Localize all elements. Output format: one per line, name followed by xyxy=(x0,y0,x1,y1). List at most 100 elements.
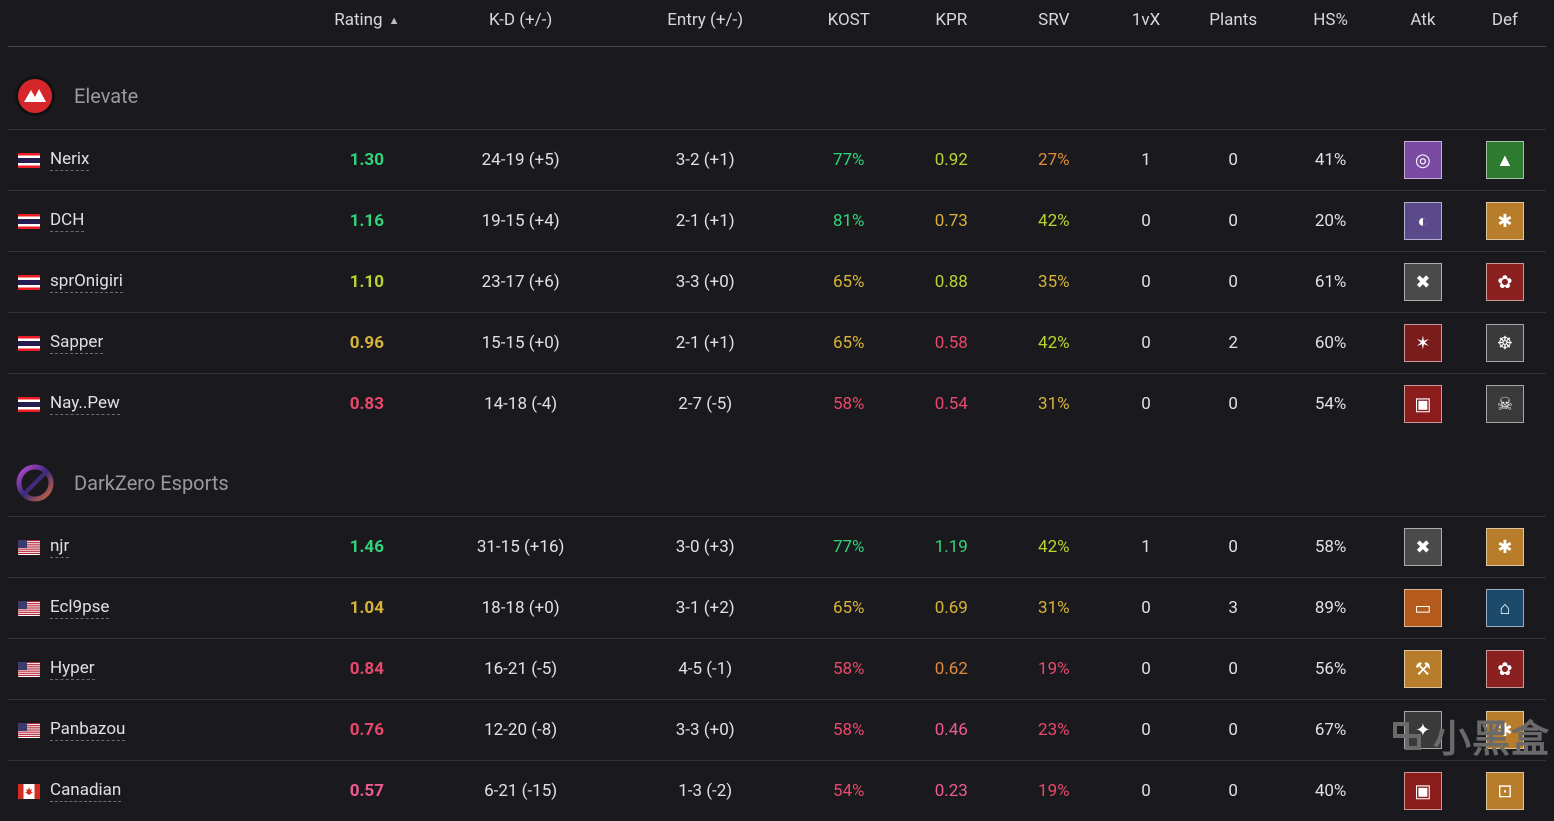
operator-def-icon[interactable]: ☠ xyxy=(1486,385,1524,423)
player-name[interactable]: Hyper xyxy=(50,658,95,680)
team-logo-icon xyxy=(14,75,56,117)
operator-atk-icon[interactable]: ⚒ xyxy=(1404,650,1442,688)
v1x-value: 1 xyxy=(1105,130,1187,191)
player-name[interactable]: Sapper xyxy=(50,332,103,354)
hs-value: 89% xyxy=(1279,578,1382,639)
operator-def-icon[interactable]: ✱ xyxy=(1486,528,1524,566)
kd-value: 14-18 (-4) xyxy=(428,374,613,435)
entry-value: 3-3 (+0) xyxy=(613,252,798,313)
kost-value: 77% xyxy=(797,130,900,191)
srv-value: 42% xyxy=(1003,517,1106,578)
player-name[interactable]: Ecl9pse xyxy=(50,597,109,619)
col-hs[interactable]: HS% xyxy=(1279,0,1382,47)
player-row: Nerix1.3024-19 (+5)3-2 (+1)77%0.9227%104… xyxy=(8,130,1546,191)
player-name[interactable]: sprOnigiri xyxy=(50,271,123,293)
entry-value: 3-3 (+0) xyxy=(613,700,798,761)
player-row: Panbazou0.7612-20 (-8)3-3 (+0)58%0.4623%… xyxy=(8,700,1546,761)
hs-value: 54% xyxy=(1279,374,1382,435)
hs-value: 41% xyxy=(1279,130,1382,191)
srv-value: 31% xyxy=(1003,374,1106,435)
player-name[interactable]: DCH xyxy=(50,210,84,232)
operator-def-icon[interactable]: ✿ xyxy=(1486,650,1524,688)
kd-value: 24-19 (+5) xyxy=(428,130,613,191)
srv-value: 42% xyxy=(1003,191,1106,252)
operator-def-icon[interactable]: ⊡ xyxy=(1486,772,1524,810)
col-rating[interactable]: Rating▲ xyxy=(305,0,428,47)
col-kost[interactable]: KOST xyxy=(797,0,900,47)
player-row: DCH1.1619-15 (+4)2-1 (+1)81%0.7342%0020%… xyxy=(8,191,1546,252)
operator-def-icon[interactable]: ✿ xyxy=(1486,263,1524,301)
flag-icon xyxy=(18,784,40,799)
v1x-value: 0 xyxy=(1105,761,1187,821)
plants-value: 0 xyxy=(1187,517,1279,578)
operator-def-icon[interactable]: ⌂ xyxy=(1486,589,1524,627)
operator-atk-icon[interactable]: ◐ xyxy=(1404,202,1442,240)
kd-value: 16-21 (-5) xyxy=(428,639,613,700)
stats-table: Rating▲K-D (+/-)Entry (+/-)KOSTKPRSRV1vX… xyxy=(8,0,1546,821)
col-kd[interactable]: K-D (+/-) xyxy=(428,0,613,47)
operator-atk-icon[interactable]: ✦ xyxy=(1404,711,1442,749)
operator-atk-icon[interactable]: ✖ xyxy=(1404,263,1442,301)
flag-icon xyxy=(18,601,40,616)
rating-value: 0.76 xyxy=(305,700,428,761)
col-v1x[interactable]: 1vX xyxy=(1105,0,1187,47)
rating-value: 1.46 xyxy=(305,517,428,578)
operator-def-icon[interactable]: ✱ xyxy=(1486,711,1524,749)
col-srv[interactable]: SRV xyxy=(1003,0,1106,47)
kd-value: 23-17 (+6) xyxy=(428,252,613,313)
col-plants[interactable]: Plants xyxy=(1187,0,1279,47)
col-kpr[interactable]: KPR xyxy=(900,0,1003,47)
operator-def-icon[interactable]: ▲ xyxy=(1486,141,1524,179)
kost-value: 65% xyxy=(797,252,900,313)
hs-value: 58% xyxy=(1279,517,1382,578)
v1x-value: 0 xyxy=(1105,639,1187,700)
flag-icon xyxy=(18,275,40,290)
kost-value: 58% xyxy=(797,639,900,700)
player-row: njr1.4631-15 (+16)3-0 (+3)77%1.1942%1058… xyxy=(8,517,1546,578)
sort-arrow-icon: ▲ xyxy=(389,14,400,27)
col-atk[interactable]: Atk xyxy=(1382,0,1464,47)
entry-value: 3-1 (+2) xyxy=(613,578,798,639)
operator-atk-icon[interactable]: ✖ xyxy=(1404,528,1442,566)
kd-value: 15-15 (+0) xyxy=(428,313,613,374)
entry-value: 1-3 (-2) xyxy=(613,761,798,821)
player-name[interactable]: Panbazou xyxy=(50,719,125,741)
player-name[interactable]: Canadian xyxy=(50,780,121,802)
kost-value: 65% xyxy=(797,313,900,374)
v1x-value: 0 xyxy=(1105,313,1187,374)
kpr-value: 0.73 xyxy=(900,191,1003,252)
col-entry[interactable]: Entry (+/-) xyxy=(613,0,798,47)
player-row: Sapper0.9615-15 (+0)2-1 (+1)65%0.5842%02… xyxy=(8,313,1546,374)
entry-value: 4-5 (-1) xyxy=(613,639,798,700)
operator-atk-icon[interactable]: ◎ xyxy=(1404,141,1442,179)
col-player xyxy=(8,0,305,47)
player-name[interactable]: njr xyxy=(50,536,69,558)
operator-atk-icon[interactable]: ▭ xyxy=(1404,589,1442,627)
hs-value: 40% xyxy=(1279,761,1382,821)
operator-def-icon[interactable]: ☸ xyxy=(1486,324,1524,362)
kpr-value: 0.23 xyxy=(900,761,1003,821)
plants-value: 0 xyxy=(1187,130,1279,191)
entry-value: 2-7 (-5) xyxy=(613,374,798,435)
srv-value: 35% xyxy=(1003,252,1106,313)
v1x-value: 0 xyxy=(1105,252,1187,313)
srv-value: 27% xyxy=(1003,130,1106,191)
operator-atk-icon[interactable]: ▣ xyxy=(1404,385,1442,423)
entry-value: 2-1 (+1) xyxy=(613,191,798,252)
hs-value: 67% xyxy=(1279,700,1382,761)
kost-value: 65% xyxy=(797,578,900,639)
table-header: Rating▲K-D (+/-)Entry (+/-)KOSTKPRSRV1vX… xyxy=(8,0,1546,47)
kd-value: 6-21 (-15) xyxy=(428,761,613,821)
col-def[interactable]: Def xyxy=(1464,0,1546,47)
player-name[interactable]: Nay..Pew xyxy=(50,393,120,415)
rating-value: 1.10 xyxy=(305,252,428,313)
operator-atk-icon[interactable]: ▣ xyxy=(1404,772,1442,810)
operator-atk-icon[interactable]: ✶ xyxy=(1404,324,1442,362)
kost-value: 81% xyxy=(797,191,900,252)
plants-value: 0 xyxy=(1187,761,1279,821)
kpr-value: 0.62 xyxy=(900,639,1003,700)
team-header: DarkZero Esports xyxy=(8,434,1546,517)
plants-value: 0 xyxy=(1187,639,1279,700)
player-name[interactable]: Nerix xyxy=(50,149,89,171)
operator-def-icon[interactable]: ✱ xyxy=(1486,202,1524,240)
